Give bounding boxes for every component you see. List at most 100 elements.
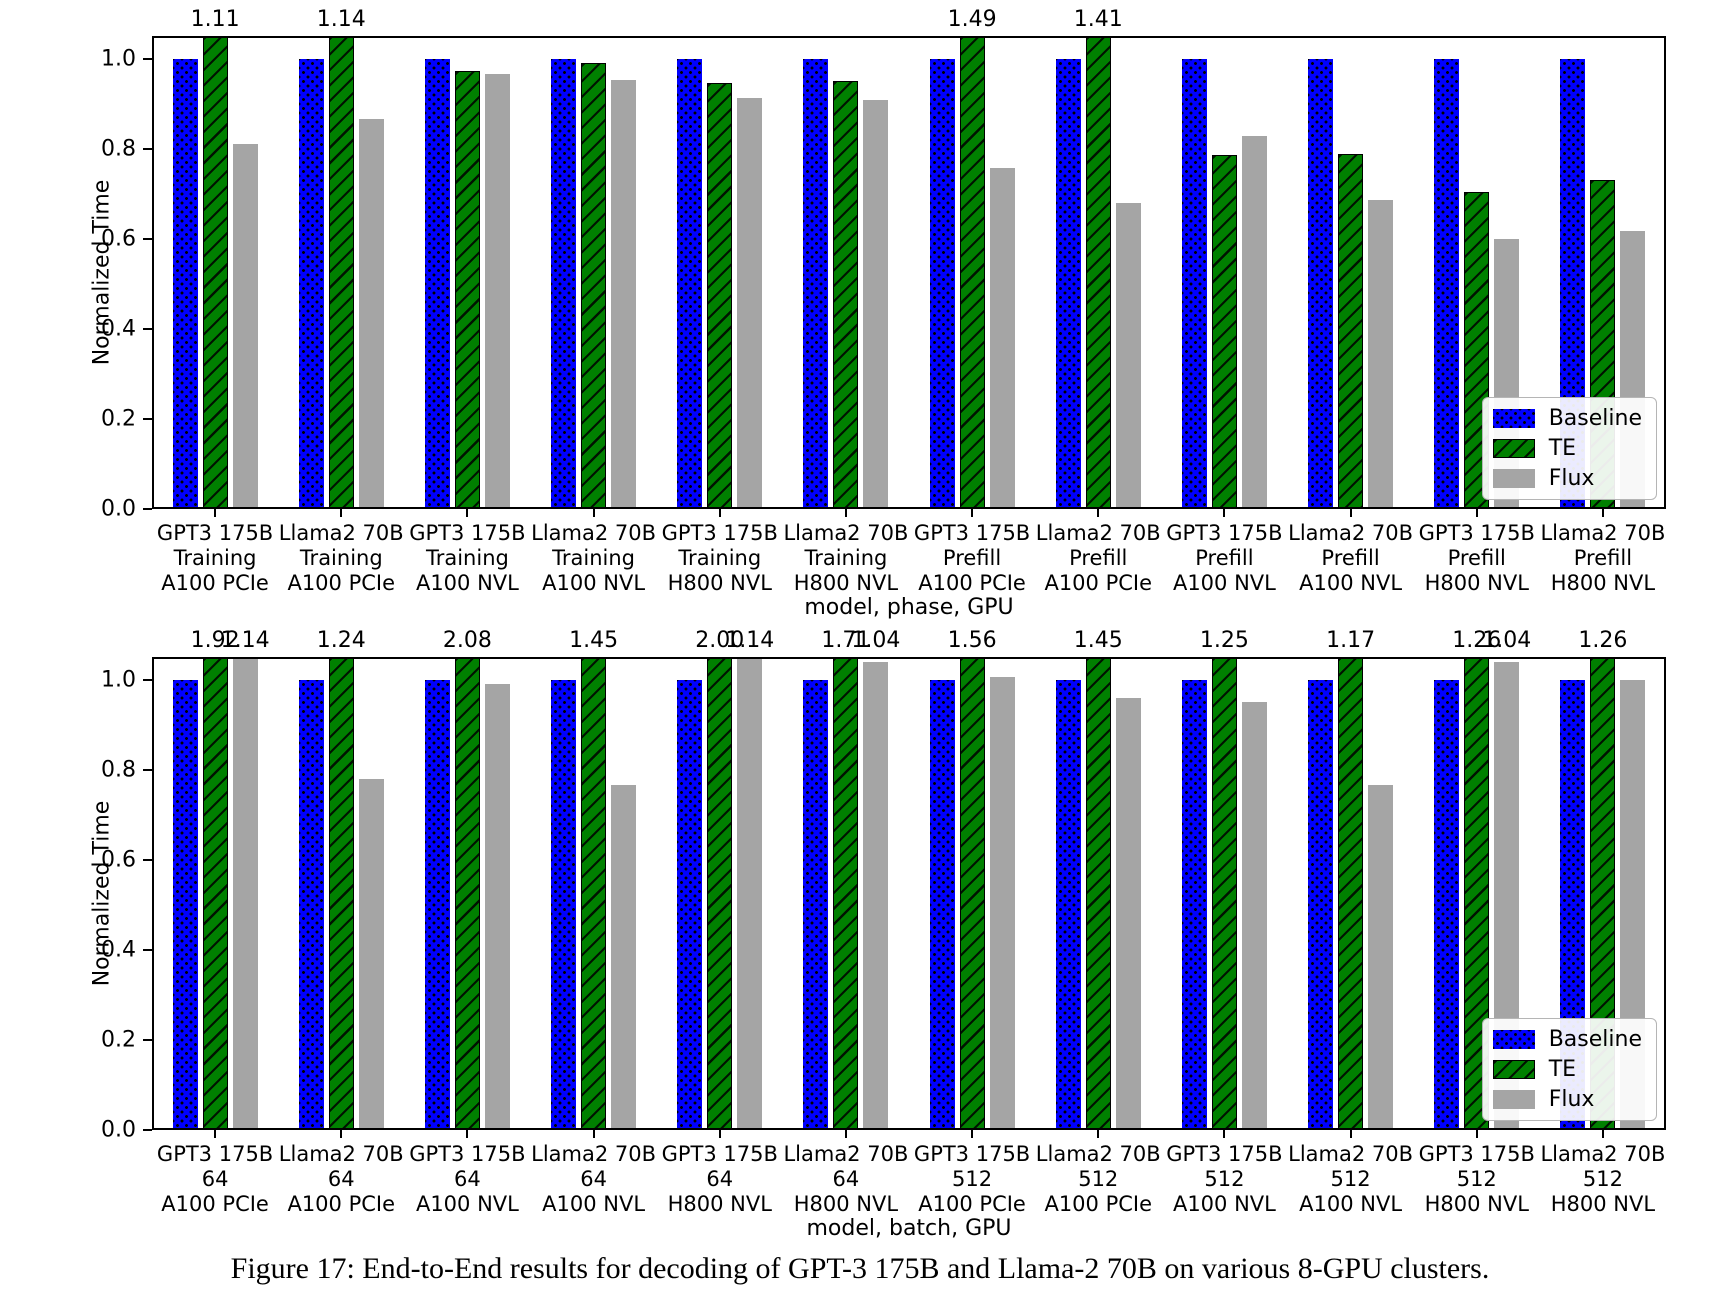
bar-te: [959, 657, 985, 1130]
x-tick-label-line: GPT3 175B: [156, 521, 274, 545]
x-tick-label-line: H800 NVL: [1424, 571, 1529, 595]
y-tick-label: 0.4: [101, 316, 136, 342]
x-tick-label-line: Prefill: [1195, 546, 1254, 570]
x-tick-label-line: Prefill: [1573, 546, 1633, 570]
bar-te: [1338, 657, 1364, 1130]
bar-flux: [863, 661, 889, 1130]
x-tick-label-line: Training: [804, 546, 888, 570]
y-tick-label: 0.8: [101, 757, 136, 783]
bar-flux: [358, 778, 384, 1130]
bar-flux: [863, 99, 889, 509]
x-tick-label: GPT3 175B Training A100 PCIe: [140, 521, 290, 596]
x-tick-label-line: Llama2 70B: [278, 521, 404, 545]
x-tick-label-line: 64: [706, 1167, 734, 1191]
x-tick-label: GPT3 175B Prefill A100 NVL: [1149, 521, 1299, 596]
bar-flux: [989, 168, 1015, 509]
x-tick-label-line: 512: [1330, 1167, 1371, 1191]
x-tick-label: GPT3 175B Training A100 NVL: [392, 521, 542, 596]
bar-baseline: [298, 679, 324, 1130]
bar-te: [833, 657, 859, 1130]
x-tick-label-line: A100 PCIe: [161, 571, 269, 595]
legend-swatch-baseline: [1492, 409, 1535, 428]
x-tick-mark: [1097, 1130, 1100, 1138]
bar-value-label: 1.56: [947, 628, 997, 653]
bar-value-label: 1.25: [1199, 628, 1249, 653]
y-axis-label: Normalized Time: [89, 800, 115, 987]
x-tick-mark: [1601, 509, 1604, 517]
top-chart: Normalized Time Baseline TE Flux model, ph…: [90, 7, 1666, 620]
bar-te: [1211, 657, 1237, 1130]
figure-caption: Figure 17: End-to-End results for decodi…: [230, 1252, 1490, 1285]
x-tick-label-line: Llama2 70B: [1288, 521, 1414, 545]
bar-te: [707, 657, 733, 1130]
y-tick-label: 0.6: [101, 847, 136, 873]
x-tick-label-line: Llama2 70B: [1288, 1142, 1414, 1166]
bar-baseline: [1434, 58, 1460, 509]
x-tick-label-line: GPT3 175B: [661, 1142, 778, 1166]
bar-te: [1085, 36, 1111, 509]
bar-te: [328, 657, 354, 1130]
x-tick-label-line: GPT3 175B: [661, 521, 778, 545]
legend-item: Baseline: [1492, 1027, 1642, 1052]
bar-value-label: 1.41: [1073, 7, 1123, 32]
bar-value-label: 1.45: [1073, 628, 1123, 653]
x-tick-label: GPT3 175B Prefill H800 NVL: [1402, 521, 1552, 596]
x-tick-label-line: A100 PCIe: [161, 1192, 269, 1216]
x-tick-label-line: 64: [832, 1167, 860, 1191]
x-tick-label-line: Llama2 70B: [531, 1142, 657, 1166]
x-tick-label: GPT3 175B 64 A100 PCIe: [140, 1142, 290, 1217]
x-tick-mark: [1223, 509, 1226, 517]
x-tick-label-line: GPT3 175B: [1418, 521, 1535, 545]
y-tick-mark: [143, 1129, 152, 1131]
x-tick-mark: [340, 509, 343, 517]
bar-value-label: 1.24: [316, 628, 366, 653]
x-tick-label-line: Training: [173, 546, 257, 570]
bar-baseline: [1181, 679, 1207, 1130]
legend-swatch-te: [1492, 1060, 1535, 1079]
x-tick-label-line: H800 NVL: [793, 1192, 899, 1216]
bar-group: [1181, 657, 1267, 1130]
x-tick-label-line: A100 NVL: [1172, 571, 1276, 595]
legend-swatch-te: [1492, 439, 1535, 458]
bar-flux: [1115, 202, 1141, 509]
bar-value-label: 1.49: [947, 7, 997, 32]
legend: Baseline TE Flux: [1481, 1018, 1657, 1121]
bars-layer: [152, 36, 1666, 509]
x-tick-label-line: Llama2 70B: [783, 521, 909, 545]
bar-baseline: [172, 679, 198, 1130]
x-tick-label-line: A100 PCIe: [1044, 1192, 1153, 1216]
bar-group: [172, 657, 258, 1130]
x-tick-label: Llama2 70B Prefill H800 NVL: [1528, 521, 1678, 596]
legend-swatch-flux: [1492, 1090, 1535, 1109]
bars-layer: [152, 657, 1666, 1130]
bar-te: [454, 70, 480, 509]
bar-baseline: [803, 679, 829, 1130]
bar-te: [1085, 657, 1111, 1130]
x-tick-label: Llama2 70B 512 A100 NVL: [1276, 1142, 1426, 1217]
bar-value-label: 1.17: [1326, 628, 1376, 653]
x-tick-label-line: Llama2 70B: [783, 1142, 909, 1166]
x-tick-label-line: Training: [552, 546, 636, 570]
x-tick-label: Llama2 70B Prefill A100 PCIe: [1023, 521, 1173, 596]
legend-label: Baseline: [1548, 406, 1642, 431]
legend-swatch-flux: [1492, 469, 1535, 488]
x-axis-label: model, phase, GPU: [804, 595, 1014, 620]
bar-group: [298, 657, 384, 1130]
x-tick-label-line: 512: [1078, 1167, 1119, 1191]
y-tick-mark: [143, 948, 152, 951]
x-tick-label-line: A100 NVL: [542, 571, 646, 595]
y-tick-mark: [143, 57, 152, 60]
y-tick-label: 0.4: [101, 937, 136, 963]
bar-group: [298, 36, 384, 509]
bar-te: [1211, 155, 1237, 509]
bar-te: [454, 657, 480, 1130]
bar-baseline: [1181, 58, 1207, 509]
bar-group: [424, 657, 510, 1130]
legend: Baseline TE Flux: [1481, 397, 1657, 500]
x-tick-label-line: GPT3 175B: [913, 1142, 1031, 1166]
x-tick-mark: [466, 1130, 469, 1138]
x-tick-label-line: A100 PCIe: [918, 571, 1026, 595]
bar-group: [1055, 36, 1141, 509]
bar-baseline: [298, 58, 324, 509]
